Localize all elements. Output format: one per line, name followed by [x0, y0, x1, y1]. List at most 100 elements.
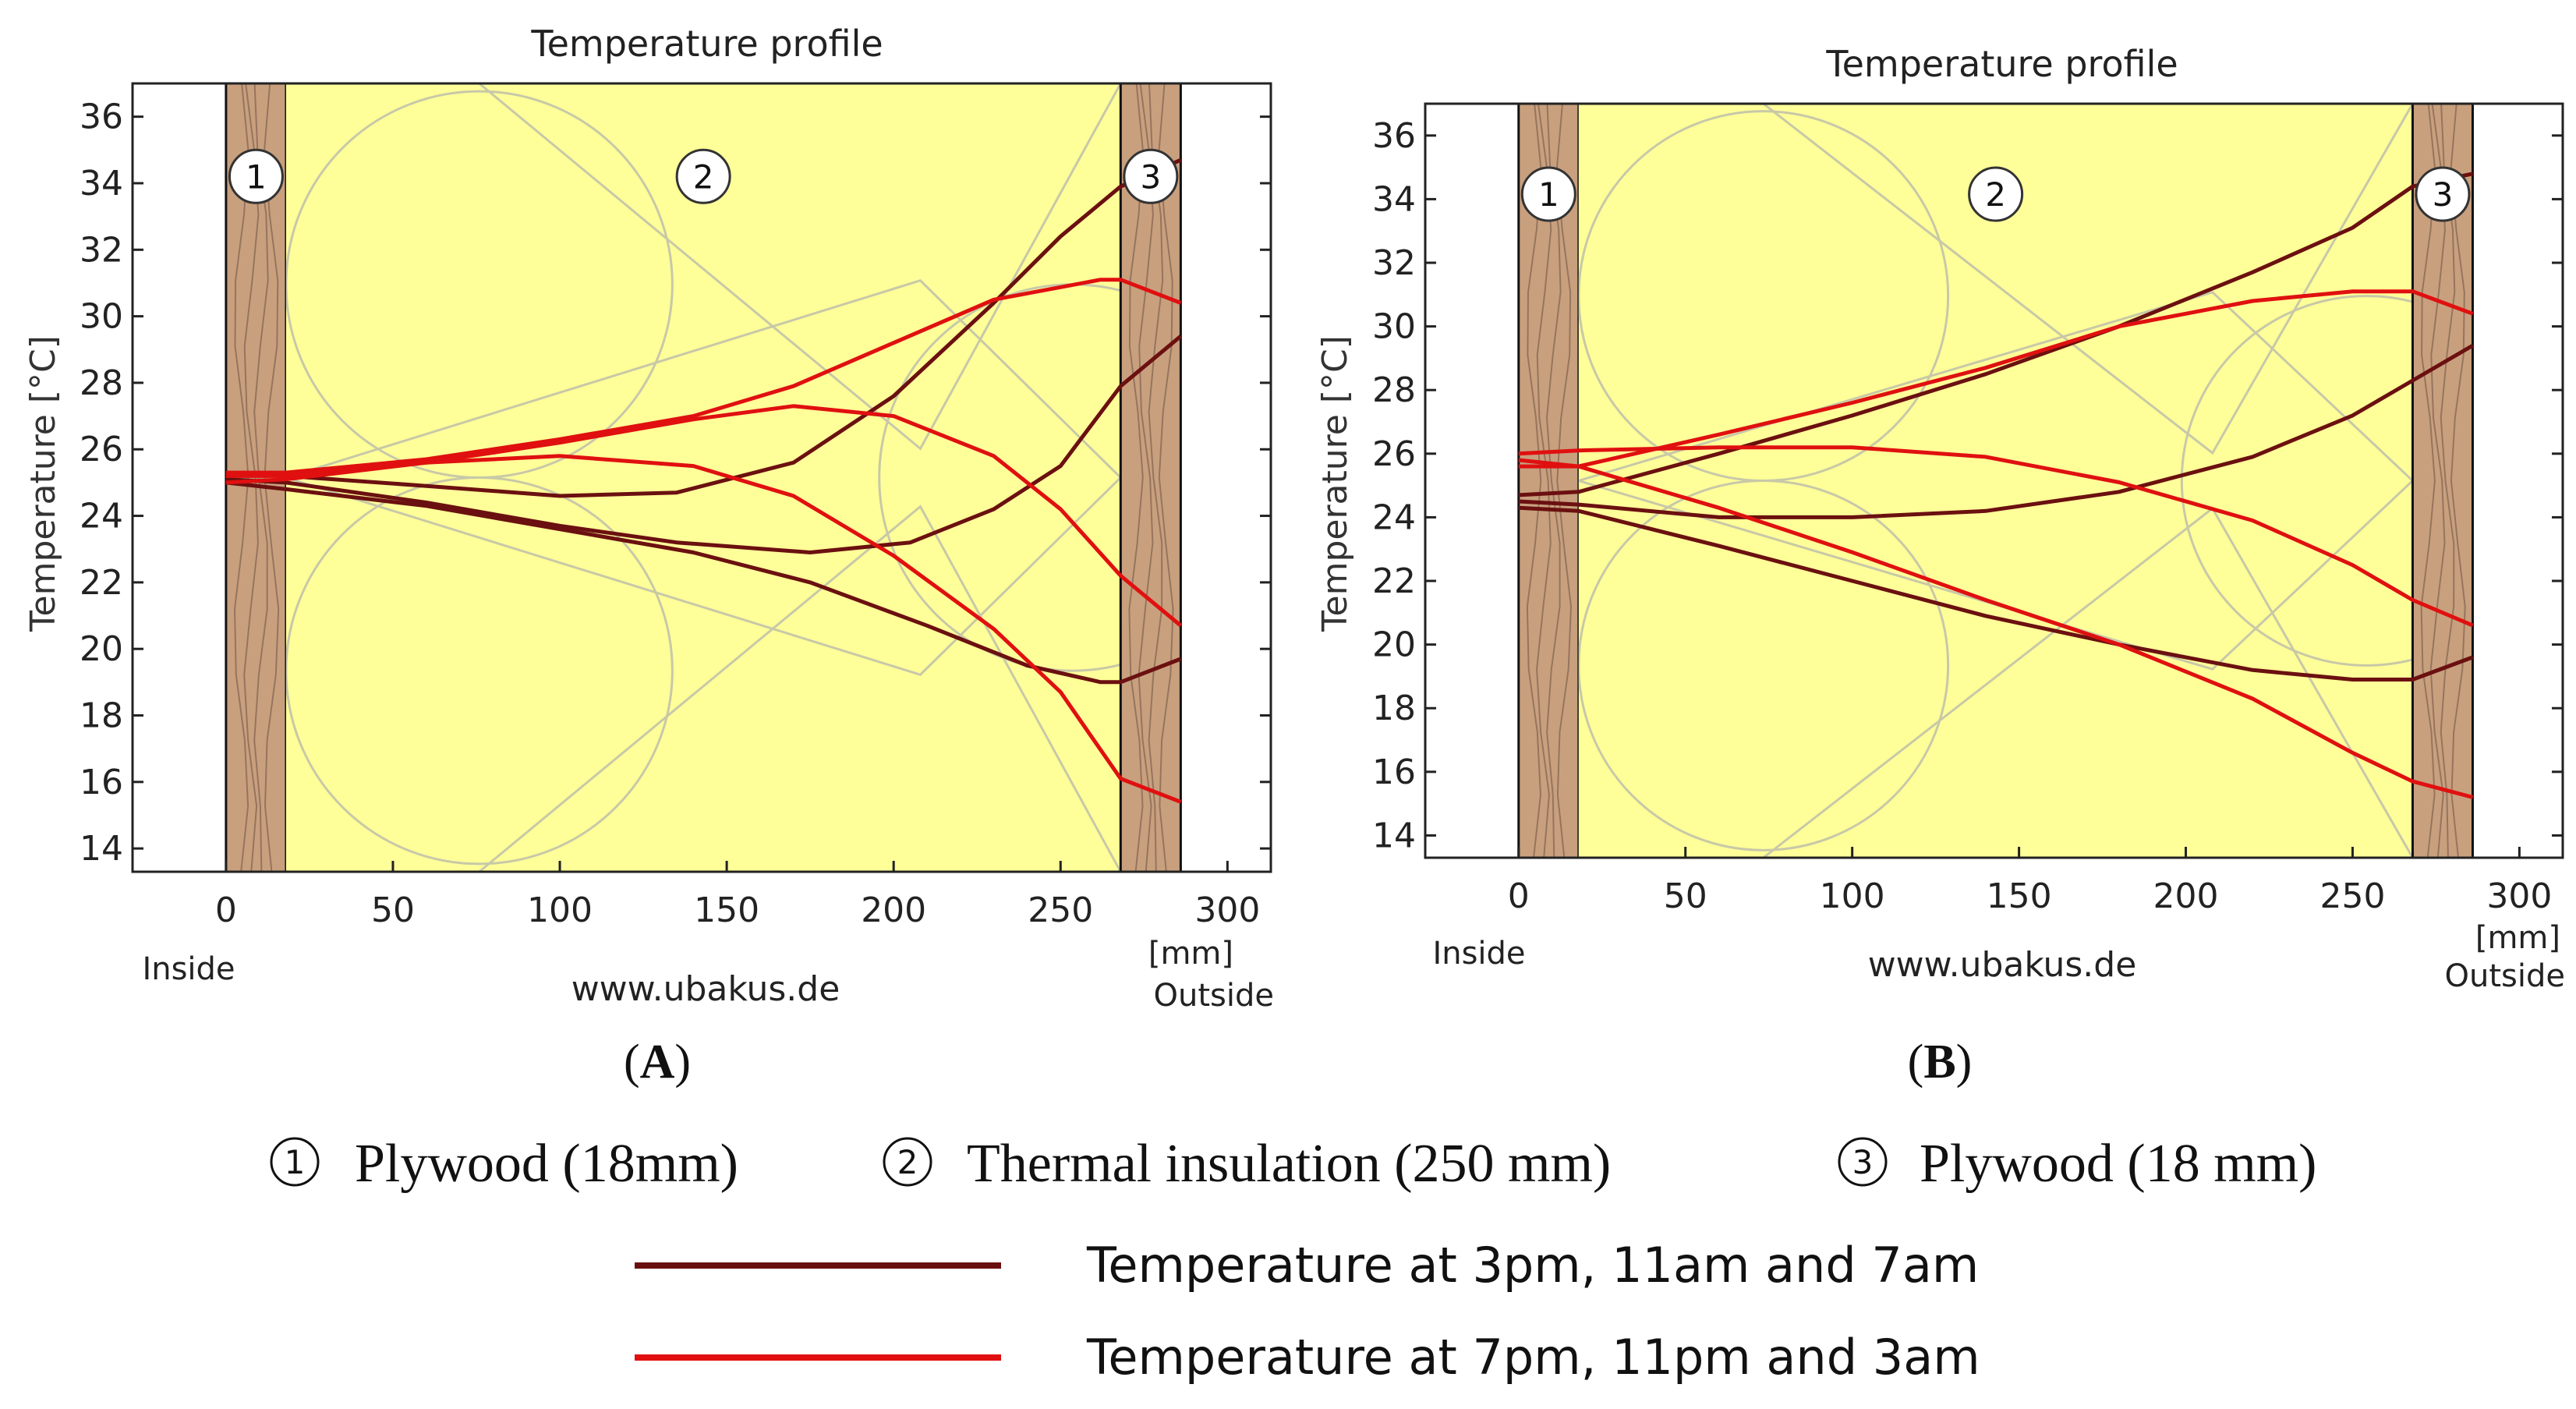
plot-frame [131, 82, 1272, 873]
panel-letter-b: B [1923, 1036, 1955, 1089]
series-line-dark-3 [1518, 505, 2474, 681]
x-tick-label: 250 [2319, 876, 2385, 916]
x-tick-label: 300 [1194, 890, 1260, 930]
chart-title: Temperature profile [1825, 43, 2178, 85]
inside-label: Inside [1432, 936, 1525, 972]
insulation-pattern [285, 83, 1121, 872]
x-axis-ticks: 0 50 100 150 200 250 300 [215, 861, 1260, 930]
wood-grain [1526, 103, 1573, 858]
caption-item-3: Plywood (18 mm) [1920, 1134, 2316, 1194]
chart-title: Temperature profile [530, 23, 883, 65]
chart-panel-b: Temperature profile 1 2 3 14 16 18 20 22 24 26 28… [1315, 43, 2565, 994]
source-url-label: www.ubakus.de [571, 969, 840, 1009]
chart-panel-a: Temperature profile 1 2 3 14 16 18 20 22 24 26 28… [23, 23, 1274, 1014]
x-tick-label: 200 [2153, 876, 2219, 916]
layer-badges: 1 2 3 [228, 148, 1179, 204]
x-tick-label: 150 [1987, 876, 2052, 916]
caption-marker-2-circle [883, 1137, 932, 1187]
panel-label-a: (A) [624, 1036, 691, 1089]
panel-label-b: (B) [1908, 1036, 1973, 1089]
layer-badge-number: 3 [1140, 158, 1161, 196]
layer-badge-number: 1 [246, 158, 267, 196]
legend-label-dark: Temperature at 3pm, 11am and 7am [1086, 1237, 1979, 1294]
y-tick-label: 20 [80, 629, 123, 669]
layer-caption: 1 Plywood (18mm) 2 Thermal insulation (2… [270, 1134, 2316, 1194]
x-tick-label: 50 [1664, 876, 1707, 916]
plot-frame [1424, 102, 2564, 859]
legend-label-red: Temperature at 7pm, 11pm and 3am [1086, 1329, 1980, 1386]
x-tick-label: 150 [694, 890, 759, 930]
wood-grain [1128, 83, 1174, 873]
layer-badge-number: 1 [1538, 175, 1559, 214]
y-tick-label: 28 [1372, 370, 1416, 410]
y-tick-label: 36 [1372, 116, 1416, 156]
insulation-layer [285, 83, 1121, 872]
series-line-red-6 [225, 454, 1182, 804]
y-tick-label: 24 [1372, 497, 1416, 537]
series-lines [225, 158, 1182, 804]
x-tick-label: 250 [1028, 890, 1093, 930]
caption-marker-1: 1 [285, 1143, 306, 1181]
wall-layers [1517, 103, 2474, 858]
layer-badge-circle [1123, 148, 1179, 204]
layer-badges: 1 2 3 [1520, 166, 2471, 222]
y-axis-label: Temperature [°C] [23, 335, 63, 632]
y-tick-label: 34 [80, 164, 123, 204]
x-tick-label: 0 [215, 890, 237, 930]
plot-border [1424, 102, 2564, 859]
y-axis-label: Temperature [°C] [1315, 335, 1355, 632]
outside-label: Outside [2445, 958, 2565, 994]
outside-label: Outside [1154, 978, 1274, 1014]
x-tick-label: 50 [371, 890, 415, 930]
inside-label: Inside [142, 951, 235, 987]
caption-marker-3-circle [1838, 1137, 1888, 1187]
caption-item-2: Thermal insulation (250 mm) [967, 1134, 1611, 1194]
y-tick-label: 36 [80, 97, 123, 137]
series-lines [1518, 172, 2474, 799]
layer-badge-circle [2415, 166, 2471, 222]
y-tick-label: 28 [80, 363, 123, 403]
series-line-dark-2 [1518, 343, 2474, 519]
series-line-red-4 [225, 278, 1182, 475]
y-tick-label: 18 [1372, 689, 1416, 728]
x-tick-label: 200 [861, 890, 926, 930]
y-tick-label: 22 [1372, 561, 1416, 601]
y-tick-label: 30 [1372, 307, 1416, 347]
layer-badge-circle [228, 148, 284, 204]
x-tick-label: 100 [1820, 876, 1885, 916]
layer-badge-number: 2 [693, 158, 714, 196]
y-tick-label: 16 [80, 763, 123, 802]
series-line-dark-1 [225, 158, 1182, 498]
x-unit-label: [mm] [1148, 936, 1233, 972]
caption-item-1: Plywood (18mm) [355, 1134, 738, 1194]
x-unit-label: [mm] [2475, 920, 2560, 956]
y-tick-label: 22 [80, 563, 123, 603]
layer-badge-circle [1968, 166, 2024, 222]
y-tick-label: 16 [1372, 752, 1416, 792]
y-tick-label: 32 [80, 230, 123, 270]
x-tick-label: 100 [527, 890, 593, 930]
caption-marker-1-circle [270, 1137, 320, 1187]
caption-marker-2: 2 [897, 1143, 918, 1181]
layer-badge-circle [1520, 166, 1576, 222]
y-tick-label: 32 [1372, 243, 1416, 283]
y-tick-label: 30 [80, 297, 123, 337]
layer-badge-circle [675, 148, 731, 204]
y-tick-label: 14 [80, 829, 123, 869]
source-url-label: www.ubakus.de [1868, 945, 2137, 985]
wood-grain [2420, 103, 2466, 858]
caption-marker-3: 3 [1852, 1143, 1874, 1181]
panel-letter-a: A [640, 1036, 675, 1089]
y-tick-label: 14 [1372, 816, 1416, 855]
insulation-layer [1578, 104, 2413, 858]
layer-badge-number: 3 [2433, 175, 2454, 214]
layer-badge-number: 2 [1985, 175, 2006, 214]
series-line-dark-2 [225, 335, 1182, 554]
wall-layers [225, 83, 1182, 873]
y-tick-label: 34 [1372, 179, 1416, 219]
y-tick-label: 26 [80, 430, 123, 469]
series-line-dark-1 [1518, 172, 2474, 497]
y-tick-label: 24 [80, 497, 123, 536]
